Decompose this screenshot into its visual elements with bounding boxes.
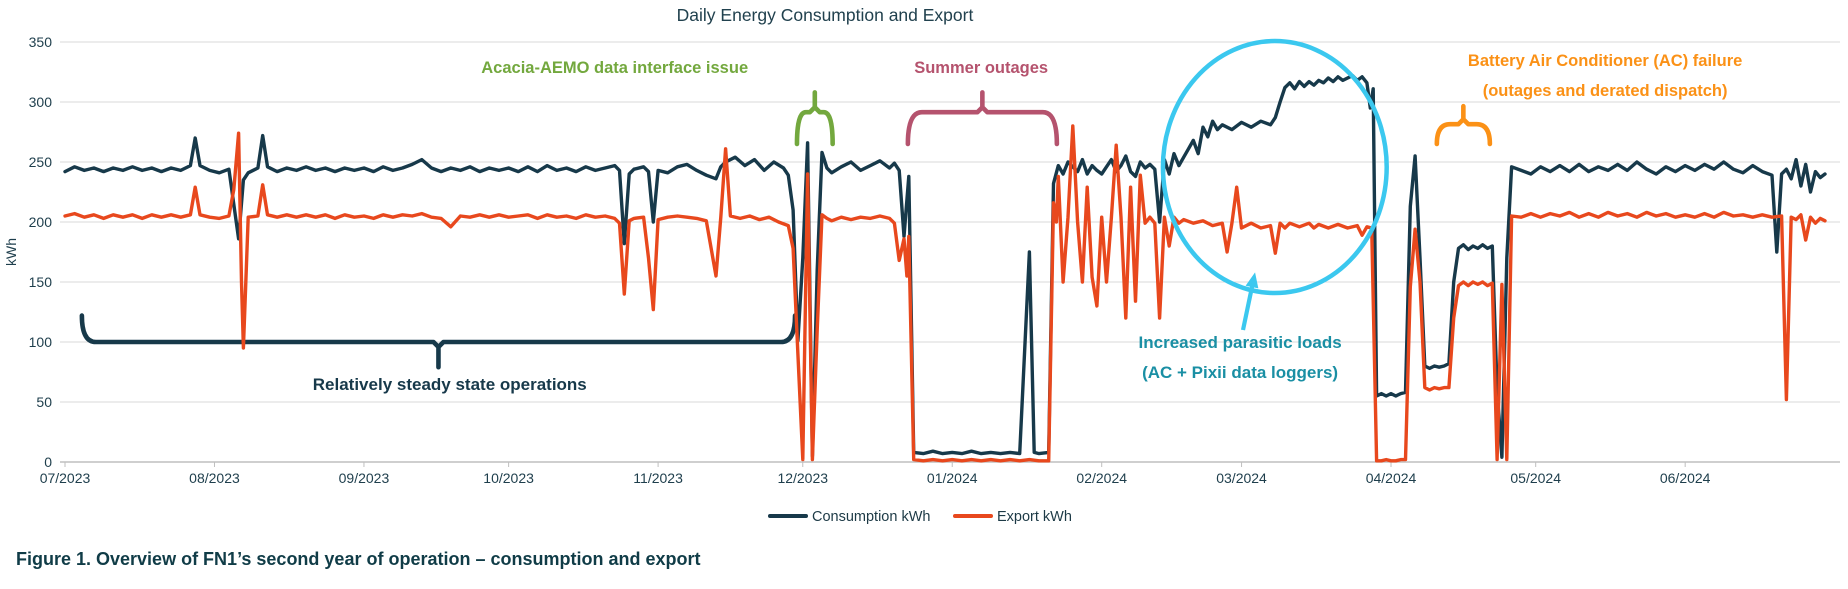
consumption-line: [63, 73, 1827, 459]
acacia-issue-label: Acacia-AEMO data interface issue: [481, 59, 748, 77]
x-tick-label: 12/2023: [777, 470, 828, 486]
battery-failure-label-line2: (outages and derated dispatch): [1483, 82, 1728, 100]
battery-failure-bracket: [1434, 103, 1493, 147]
export-legend-label: Export kWh: [997, 509, 1072, 525]
x-axis-labels: 07/2023 08/2023 09/2023 10/2023 11/2023 12/20…: [40, 462, 1711, 486]
parasitic-loads-arrow: [1240, 272, 1259, 331]
y-tick-label: 300: [29, 94, 53, 110]
steady-state-brace: [79, 313, 798, 370]
steady-state-label: Relatively steady state operations: [313, 375, 587, 394]
y-axis-labels: 0 50 100 150 200 250 300 350: [29, 34, 53, 470]
summer-outages-label: Summer outages: [914, 59, 1048, 77]
x-tick-label: 02/2024: [1076, 470, 1127, 486]
acacia-issue-bracket: [794, 90, 835, 147]
y-tick-label: 0: [44, 454, 52, 470]
x-tick-label: 04/2024: [1366, 470, 1417, 486]
parasitic-loads-label-line1: Increased parasitic loads: [1139, 333, 1342, 352]
battery-failure-label-line1: Battery Air Conditioner (AC) failure: [1468, 52, 1742, 70]
export-line: [63, 124, 1827, 463]
y-tick-label: 350: [29, 34, 53, 50]
consumption-legend-label: Consumption kWh: [812, 509, 930, 525]
x-tick-label: 01/2024: [927, 470, 978, 486]
x-tick-label: 03/2024: [1216, 470, 1267, 486]
x-tick-label: 09/2023: [339, 470, 390, 486]
x-tick-label: 05/2024: [1510, 470, 1561, 486]
y-tick-label: 250: [29, 154, 53, 170]
x-tick-label: 06/2024: [1660, 470, 1711, 486]
figure-caption: Figure 1. Overview of FN1’s second year …: [16, 549, 701, 569]
y-tick-label: 100: [29, 334, 53, 350]
legend: Consumption kWh Export kWh: [768, 509, 1072, 525]
chart-title: Daily Energy Consumption and Export: [677, 5, 974, 25]
parasitic-loads-label-line2: (AC + Pixii data loggers): [1142, 363, 1338, 382]
x-tick-label: 10/2023: [483, 470, 534, 486]
parasitic-loads-circle: [1160, 38, 1389, 296]
y-tick-label: 50: [36, 394, 52, 410]
chart: 0 50 100 150 200 250 300 350 kWh 07/2023 08/2023…: [3, 5, 1840, 525]
x-tick-label: 07/2023: [40, 470, 91, 486]
y-axis-title: kWh: [3, 238, 19, 266]
x-tick-label: 08/2023: [189, 470, 240, 486]
summer-outages-bracket: [905, 90, 1060, 147]
y-tick-label: 150: [29, 274, 53, 290]
x-tick-label: 11/2023: [633, 470, 683, 486]
y-tick-label: 200: [29, 214, 53, 230]
gridlines: [60, 41, 1840, 463]
